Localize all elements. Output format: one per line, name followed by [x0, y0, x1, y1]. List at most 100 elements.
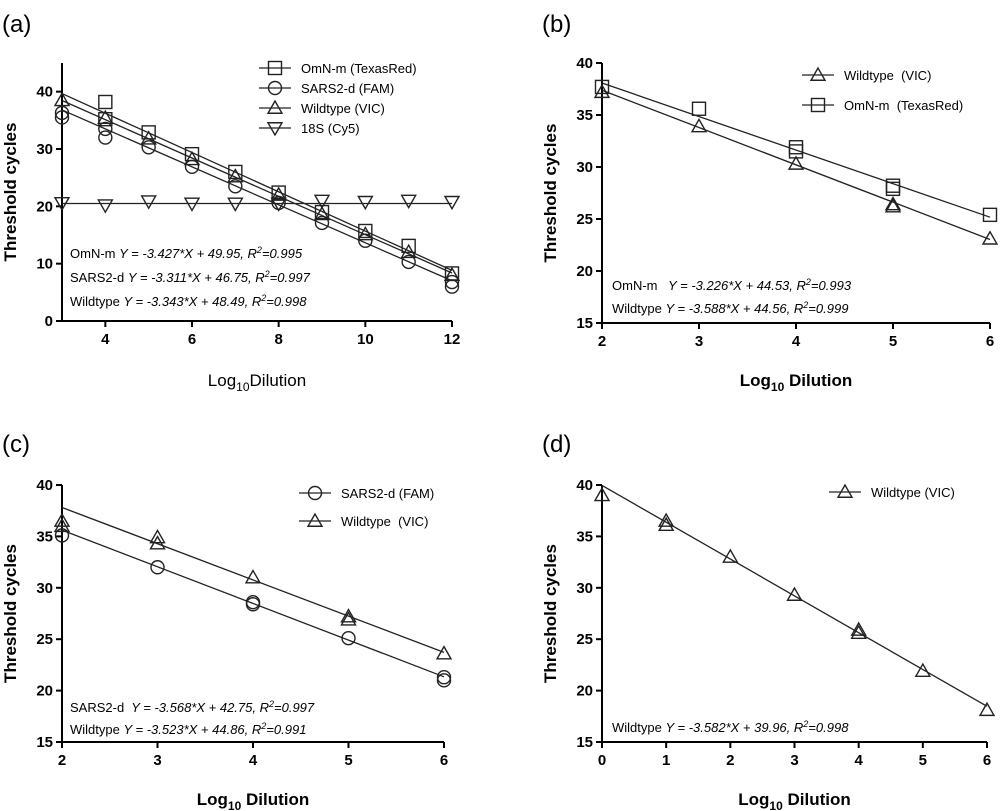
- data-point-wildtype-vic: [340, 608, 357, 623]
- data-point-18s-cy5: [227, 197, 244, 212]
- x-tick-label: 5: [344, 752, 352, 769]
- panel-label: (d): [542, 431, 571, 458]
- data-point-18s-cy5: [53, 196, 71, 212]
- data-point-wildtype-vic: [884, 198, 902, 213]
- fit-line-omn-m-texasred: [61, 92, 453, 271]
- data-point-sars2-d-fam: [54, 110, 70, 125]
- y-tick-label: 25: [36, 631, 53, 648]
- y-tick-label: 30: [36, 580, 53, 597]
- y-tick-label: 30: [36, 141, 53, 158]
- fit-equation: Wildtype Y = -3.582*X + 39.96, R2=0.998: [612, 719, 849, 735]
- x-tick-label: 4: [854, 752, 863, 769]
- y-tick-label: 40: [36, 477, 53, 494]
- data-point-wildtype-vic: [149, 529, 166, 544]
- y-tick-label: 20: [36, 683, 53, 700]
- x-tick-label: 4: [101, 331, 110, 348]
- data-point-wildtype-vic: [690, 118, 708, 133]
- y-tick-label: 40: [36, 84, 53, 101]
- data-point-wildtype-vic: [227, 168, 244, 183]
- data-point-wildtype-vic: [97, 109, 114, 124]
- data-point-sars2-d-fam: [141, 140, 156, 155]
- data-point-wildtype-vic: [357, 226, 374, 241]
- panel-label: (b): [542, 11, 571, 38]
- x-tick-label: 5: [889, 333, 897, 350]
- data-point-wildtype-vic: [340, 611, 357, 626]
- fit-equation: SARS2-d Y = -3.311*X + 46.75, R2=0.997: [70, 269, 311, 285]
- data-point-wildtype-vic: [978, 701, 996, 717]
- x-tick-label: 4: [249, 752, 258, 769]
- data-point-sars2-d-fam: [436, 673, 452, 688]
- legend-marker: [267, 80, 283, 96]
- y-tick-label: 35: [36, 528, 53, 545]
- legend-marker: [307, 485, 323, 501]
- data-point-sars2-d-fam: [401, 254, 416, 270]
- y-tick-label: 30: [576, 159, 593, 176]
- legend-entry: SARS2-d (FAM): [301, 81, 394, 96]
- x-tick-label: 3: [153, 752, 161, 769]
- x-tick-label: 6: [986, 333, 994, 350]
- panel-c: (c) 15 20 25 30 35 40 2 3 4 5 6 Threshold cycles Log1…: [1, 431, 453, 811]
- y-tick-label: 20: [576, 263, 593, 280]
- x-axis-title: Log10 Dilution: [740, 371, 853, 394]
- data-point-omn-m-texasred: [788, 144, 804, 159]
- legend-entry: Wildtype (VIC): [341, 514, 428, 529]
- data-point-sars2-d-fam: [54, 105, 70, 121]
- panel-a: (a) 0 10 20 30 40 4 6 8 10 12 Threshold cycles Log10…: [1, 11, 460, 394]
- data-point-wildtype-vic: [443, 266, 461, 282]
- legend-entry: Wildtype (VIC): [871, 485, 955, 500]
- data-point-wildtype-vic: [140, 130, 157, 145]
- data-point-wildtype-vic: [914, 662, 932, 678]
- data-point-wildtype-vic: [657, 516, 675, 532]
- data-point-omn-m-texasred: [401, 238, 416, 254]
- y-axis-title: Threshold cycles: [541, 544, 560, 683]
- data-point-wildtype-vic: [850, 624, 867, 639]
- x-axis-title: Log10 Dilution: [197, 790, 310, 811]
- x-tick-label: 6: [983, 752, 991, 769]
- x-tick-label: 2: [726, 752, 734, 769]
- data-point-18s-cy5: [443, 195, 461, 211]
- data-point-omn-m-texasred: [594, 79, 610, 95]
- x-tick-label: 3: [790, 752, 798, 769]
- data-point-wildtype-vic: [53, 91, 71, 107]
- y-tick-label: 35: [576, 528, 593, 545]
- fit-line-sars2-d-fam: [61, 529, 445, 678]
- legend-marker: [306, 512, 324, 527]
- data-point-wildtype-vic: [313, 205, 331, 221]
- data-point-sars2-d-fam: [436, 670, 452, 685]
- y-tick-label: 15: [576, 315, 593, 332]
- data-point-wildtype-vic: [53, 517, 71, 533]
- data-point-omn-m-texasred: [358, 223, 373, 239]
- legend-marker: [810, 97, 826, 113]
- legend-marker: [809, 66, 827, 81]
- data-point-wildtype-vic: [244, 569, 262, 584]
- x-tick-label: 3: [695, 333, 703, 350]
- data-point-sars2-d-fam: [245, 597, 261, 612]
- fit-equation: Wildtype Y = -3.523*X + 44.86, R2=0.991: [70, 721, 306, 737]
- data-point-wildtype-vic: [183, 150, 201, 166]
- x-axis-title: Log10 Dilution: [738, 790, 851, 811]
- data-point-sars2-d-fam: [54, 528, 70, 543]
- data-point-sars2-d-fam: [150, 560, 165, 575]
- data-point-sars2-d-fam: [314, 215, 330, 231]
- y-tick-label: 20: [576, 683, 593, 700]
- legend-entry: Wildtype (VIC): [301, 101, 385, 116]
- data-point-wildtype-vic: [270, 186, 287, 201]
- data-point-sars2-d-fam: [341, 630, 356, 646]
- data-point-wildtype-vic: [657, 512, 675, 527]
- x-tick-label: 5: [919, 752, 927, 769]
- legend-marker: [267, 60, 283, 76]
- y-tick-label: 25: [576, 211, 593, 228]
- data-point-wildtype-vic: [722, 548, 739, 563]
- data-point-18s-cy5: [140, 195, 157, 210]
- data-point-18s-cy5: [97, 199, 114, 214]
- x-tick-label: 12: [444, 331, 461, 348]
- data-point-sars2-d-fam: [444, 274, 460, 290]
- x-tick-label: 10: [357, 331, 374, 348]
- data-point-wildtype-vic: [593, 83, 611, 99]
- legend-marker: [266, 99, 284, 114]
- y-tick-label: 10: [36, 256, 53, 273]
- x-tick-label: 6: [188, 331, 196, 348]
- y-tick-label: 20: [36, 198, 53, 215]
- fit-equation: Wildtype Y = -3.588*X + 44.56, R2=0.999: [612, 300, 848, 316]
- panel-label: (a): [2, 11, 31, 38]
